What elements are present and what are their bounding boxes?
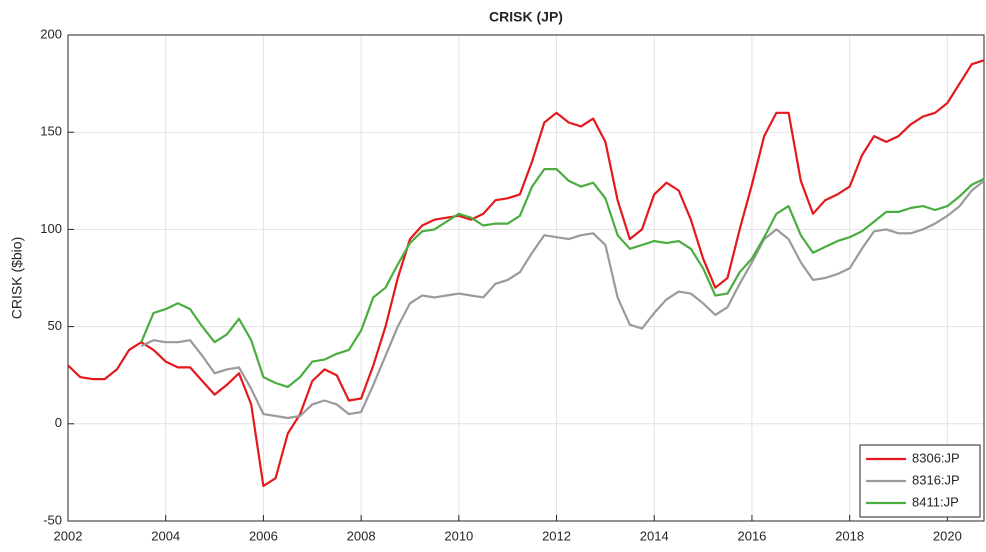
y-tick-label: 200 xyxy=(40,26,62,41)
x-tick-label: 2014 xyxy=(640,528,669,543)
x-tick-label: 2006 xyxy=(249,528,278,543)
x-tick-label: 2004 xyxy=(151,528,180,543)
y-tick-label: 100 xyxy=(40,221,62,236)
series-line xyxy=(140,179,985,420)
x-tick-label: 2018 xyxy=(835,528,864,543)
x-tick-label: 2002 xyxy=(54,528,83,543)
y-tick-label: -50 xyxy=(43,512,62,527)
axes-box xyxy=(67,34,985,522)
legend-label: 8306:JP xyxy=(912,450,960,465)
y-tick-label: 50 xyxy=(48,318,62,333)
x-tick-label: 2020 xyxy=(933,528,962,543)
chart-title: CRISK (JP) xyxy=(489,9,563,25)
y-axis-label: CRISK ($bio) xyxy=(9,237,25,319)
x-tick-label: 2012 xyxy=(542,528,571,543)
x-tick-label: 2016 xyxy=(737,528,766,543)
x-tick-label: 2010 xyxy=(444,528,473,543)
y-tick-label: 0 xyxy=(55,415,62,430)
legend-label: 8411:JP xyxy=(912,494,959,509)
series-line xyxy=(67,59,985,488)
x-tick-label: 2008 xyxy=(347,528,376,543)
series-line xyxy=(140,168,985,388)
legend-label: 8316:JP xyxy=(912,472,960,487)
y-tick-label: 150 xyxy=(40,124,62,139)
